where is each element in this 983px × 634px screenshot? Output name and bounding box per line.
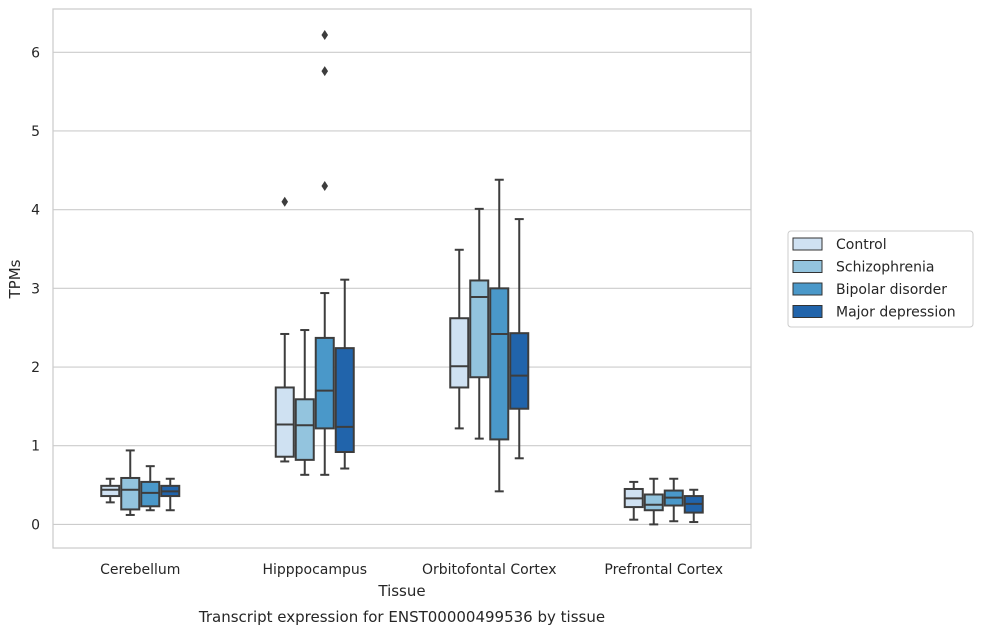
outlier-point — [281, 196, 289, 207]
legend-swatch — [792, 282, 823, 296]
series-control — [100, 196, 644, 521]
box — [643, 493, 664, 512]
legend-swatch — [792, 305, 823, 318]
outlier-point — [321, 29, 329, 40]
y-tick-label: 1 — [31, 439, 40, 455]
series-schizophrenia — [120, 207, 664, 526]
x-axis-title: Tissue — [377, 582, 425, 600]
legend: Control Schizophrenia Bipolar disorder Majo… — [787, 230, 974, 328]
legend-label: Control — [836, 237, 887, 253]
legend-label: Schizophrenia — [836, 260, 934, 276]
series-bipolar-disorder — [140, 29, 684, 523]
x-tick-label: Hipppocampus — [262, 562, 367, 578]
box — [274, 386, 295, 458]
box — [469, 279, 490, 379]
y-tick-labels: 0 1 2 3 4 5 6 — [31, 45, 40, 533]
plot-area — [53, 9, 751, 548]
plot-frame — [52, 8, 752, 549]
x-tick-label: Orbitofontal Cortex — [422, 562, 557, 578]
y-tick-label: 6 — [31, 45, 40, 61]
y-tick-label: 3 — [31, 281, 40, 297]
y-tick-label: 4 — [31, 203, 40, 219]
legend-frame — [787, 230, 974, 328]
x-tick-labels: Cerebellum Hipppocampus Orbitofontal Corte… — [100, 562, 723, 578]
x-tick-label: Cerebellum — [100, 562, 180, 578]
y-tick-label: 0 — [31, 517, 40, 533]
box — [100, 484, 121, 498]
outlier-point — [321, 181, 329, 192]
box — [489, 287, 510, 441]
legend-swatch — [792, 260, 823, 273]
outlier-point — [321, 66, 329, 77]
y-tick-label: 5 — [31, 124, 40, 140]
y-tick-label: 2 — [31, 360, 40, 376]
box — [449, 317, 470, 389]
legend-label: Bipolar disorder — [836, 282, 947, 298]
grid-lines — [53, 51, 751, 525]
box-series — [100, 29, 704, 526]
box — [314, 336, 335, 430]
y-axis-title: TPMs — [6, 259, 24, 299]
x-tick-label: Prefrontal Cortex — [604, 562, 723, 578]
legend-swatch — [792, 237, 823, 251]
box — [509, 332, 530, 410]
box — [140, 480, 161, 508]
legend-label: Major depression — [836, 305, 956, 321]
box — [294, 398, 315, 461]
box — [120, 476, 141, 511]
chart-caption: Transcript expression for ENST0000049953… — [198, 608, 605, 626]
series-major-depression — [160, 218, 704, 524]
box — [334, 347, 355, 454]
